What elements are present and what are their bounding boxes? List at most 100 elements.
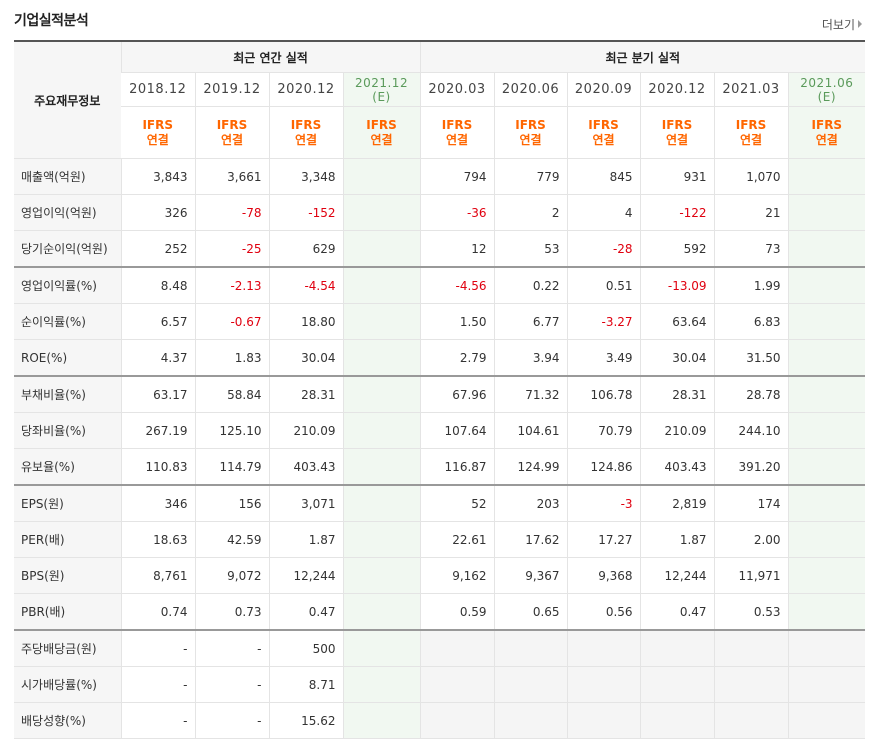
consolidated-label: 연결 xyxy=(740,132,763,147)
value-cell xyxy=(787,629,866,667)
value-cell xyxy=(787,412,866,449)
row-label: EPS(원) xyxy=(14,484,121,522)
consolidated-label: 연결 xyxy=(666,132,689,147)
ifrs-label: IFRS xyxy=(588,117,619,132)
value-cell xyxy=(342,484,421,522)
quarter-period-4: 2021.03 xyxy=(713,72,789,107)
value-cell: 0.59 xyxy=(419,593,495,631)
ifrs-consolidated-cell: IFRS 연결 xyxy=(493,106,568,159)
more-link[interactable]: 더보기 xyxy=(822,16,862,33)
value-cell: 0.56 xyxy=(566,593,641,631)
row-label: 당좌비율(%) xyxy=(14,412,121,449)
value-cell xyxy=(342,266,421,304)
value-cell: 0.73 xyxy=(194,593,269,631)
table-row: 유보율(%) 110.83 114.79 403.43 116.87 124.99 124.… xyxy=(14,448,866,486)
value-cell: 28.78 xyxy=(713,375,789,413)
value-cell: 0.47 xyxy=(268,593,343,631)
value-cell: 11,971 xyxy=(713,557,789,594)
ifrs-consolidated-cell: IFRS 연결 xyxy=(268,106,343,159)
ifrs-label: IFRS xyxy=(441,117,473,132)
value-cell: -3 xyxy=(566,484,641,522)
value-cell xyxy=(342,448,421,486)
value-cell: 174 xyxy=(713,484,789,522)
value-cell: 0.65 xyxy=(493,593,568,631)
value-cell: 30.04 xyxy=(639,339,715,377)
value-cell: 70.79 xyxy=(566,412,641,449)
value-cell xyxy=(787,666,866,703)
value-cell xyxy=(787,339,866,377)
value-cell xyxy=(787,158,866,195)
value-cell: 2,819 xyxy=(639,484,715,522)
value-cell: -4.56 xyxy=(419,266,495,304)
ifrs-label: IFRS xyxy=(216,117,248,132)
value-cell: 63.64 xyxy=(639,303,715,340)
table-row: 배당성향(%) - -15.62 xyxy=(14,702,866,739)
value-cell xyxy=(342,230,421,268)
value-cell: 931 xyxy=(639,158,715,195)
quarter-period-0: 2020.03 xyxy=(419,72,495,107)
value-cell: -152 xyxy=(268,194,343,231)
value-cell: 9,368 xyxy=(566,557,641,594)
value-cell: 403.43 xyxy=(639,448,715,486)
value-cell xyxy=(713,666,789,703)
value-cell: -2.13 xyxy=(194,266,269,304)
quarter-period-1: 2020.06 xyxy=(493,72,568,107)
value-cell: 114.79 xyxy=(194,448,269,486)
value-cell xyxy=(342,375,421,413)
value-cell xyxy=(342,702,421,739)
value-cell: 18.80 xyxy=(268,303,343,340)
value-cell: 9,367 xyxy=(493,557,568,594)
value-cell xyxy=(787,521,866,558)
value-cell xyxy=(342,412,421,449)
value-cell: 326 xyxy=(120,194,195,231)
consolidated-label: 연결 xyxy=(519,132,542,147)
value-cell: 779 xyxy=(493,158,568,195)
row-label: PBR(배) xyxy=(14,593,121,631)
table-row: 시가배당률(%) - -8.71 xyxy=(14,666,866,703)
value-cell: 12,244 xyxy=(268,557,343,594)
value-cell: 8,761 xyxy=(120,557,195,594)
value-cell: 3,843 xyxy=(120,158,195,195)
value-cell xyxy=(787,303,866,340)
value-cell: 31.50 xyxy=(713,339,789,377)
value-cell xyxy=(787,593,866,631)
value-cell: 391.20 xyxy=(713,448,789,486)
value-cell: 1.83 xyxy=(194,339,269,377)
value-cell xyxy=(713,702,789,739)
annual-estimate-period: 2021.12 (E) xyxy=(342,72,421,107)
value-cell: 0.53 xyxy=(713,593,789,631)
estimate-mark: (E) xyxy=(372,89,391,104)
value-cell: 2.00 xyxy=(713,521,789,558)
value-cell: 0.74 xyxy=(120,593,195,631)
row-label: 시가배당률(%) xyxy=(14,666,121,703)
value-cell: -13.09 xyxy=(639,266,715,304)
consolidated-label: 연결 xyxy=(815,132,838,147)
quarter-estimate-period: 2021.06 (E) xyxy=(787,72,866,107)
ifrs-consolidated-cell: IFRS 연결 xyxy=(639,106,715,159)
row-label: 유보율(%) xyxy=(14,448,121,486)
more-label: 더보기 xyxy=(821,18,855,32)
ifrs-label: IFRS xyxy=(735,117,767,132)
value-cell: 346 xyxy=(120,484,195,522)
value-cell xyxy=(342,521,421,558)
value-cell: 1,070 xyxy=(713,158,789,195)
value-cell: -122 xyxy=(639,194,715,231)
value-cell xyxy=(342,629,421,667)
value-cell: -36 xyxy=(419,194,495,231)
ifrs-consolidated-cell: IFRS 연결 xyxy=(566,106,641,159)
row-label: 매출액(억원) xyxy=(14,158,121,195)
value-cell: 210.09 xyxy=(639,412,715,449)
ifrs-consolidated-cell: IFRS 연결 xyxy=(713,106,789,159)
consolidated-label: 연결 xyxy=(220,132,244,147)
value-cell: 30.04 xyxy=(268,339,343,377)
annual-group-header: 최근 연간 실적 xyxy=(120,40,421,73)
table-row: 당좌비율(%) 267.19 125.10 210.09 107.64 104.61 70.… xyxy=(14,412,866,449)
value-cell xyxy=(419,666,495,703)
value-cell xyxy=(787,230,866,268)
quarter-period-3: 2020.12 xyxy=(639,72,715,107)
financial-table: 주요재무정보 최근 연간 실적 최근 분기 실적 2018.12 2019.12 2… xyxy=(14,40,866,739)
value-cell xyxy=(342,158,421,195)
value-cell: 104.61 xyxy=(493,412,568,449)
value-cell: 116.87 xyxy=(419,448,495,486)
consolidated-label: 연결 xyxy=(146,132,169,147)
